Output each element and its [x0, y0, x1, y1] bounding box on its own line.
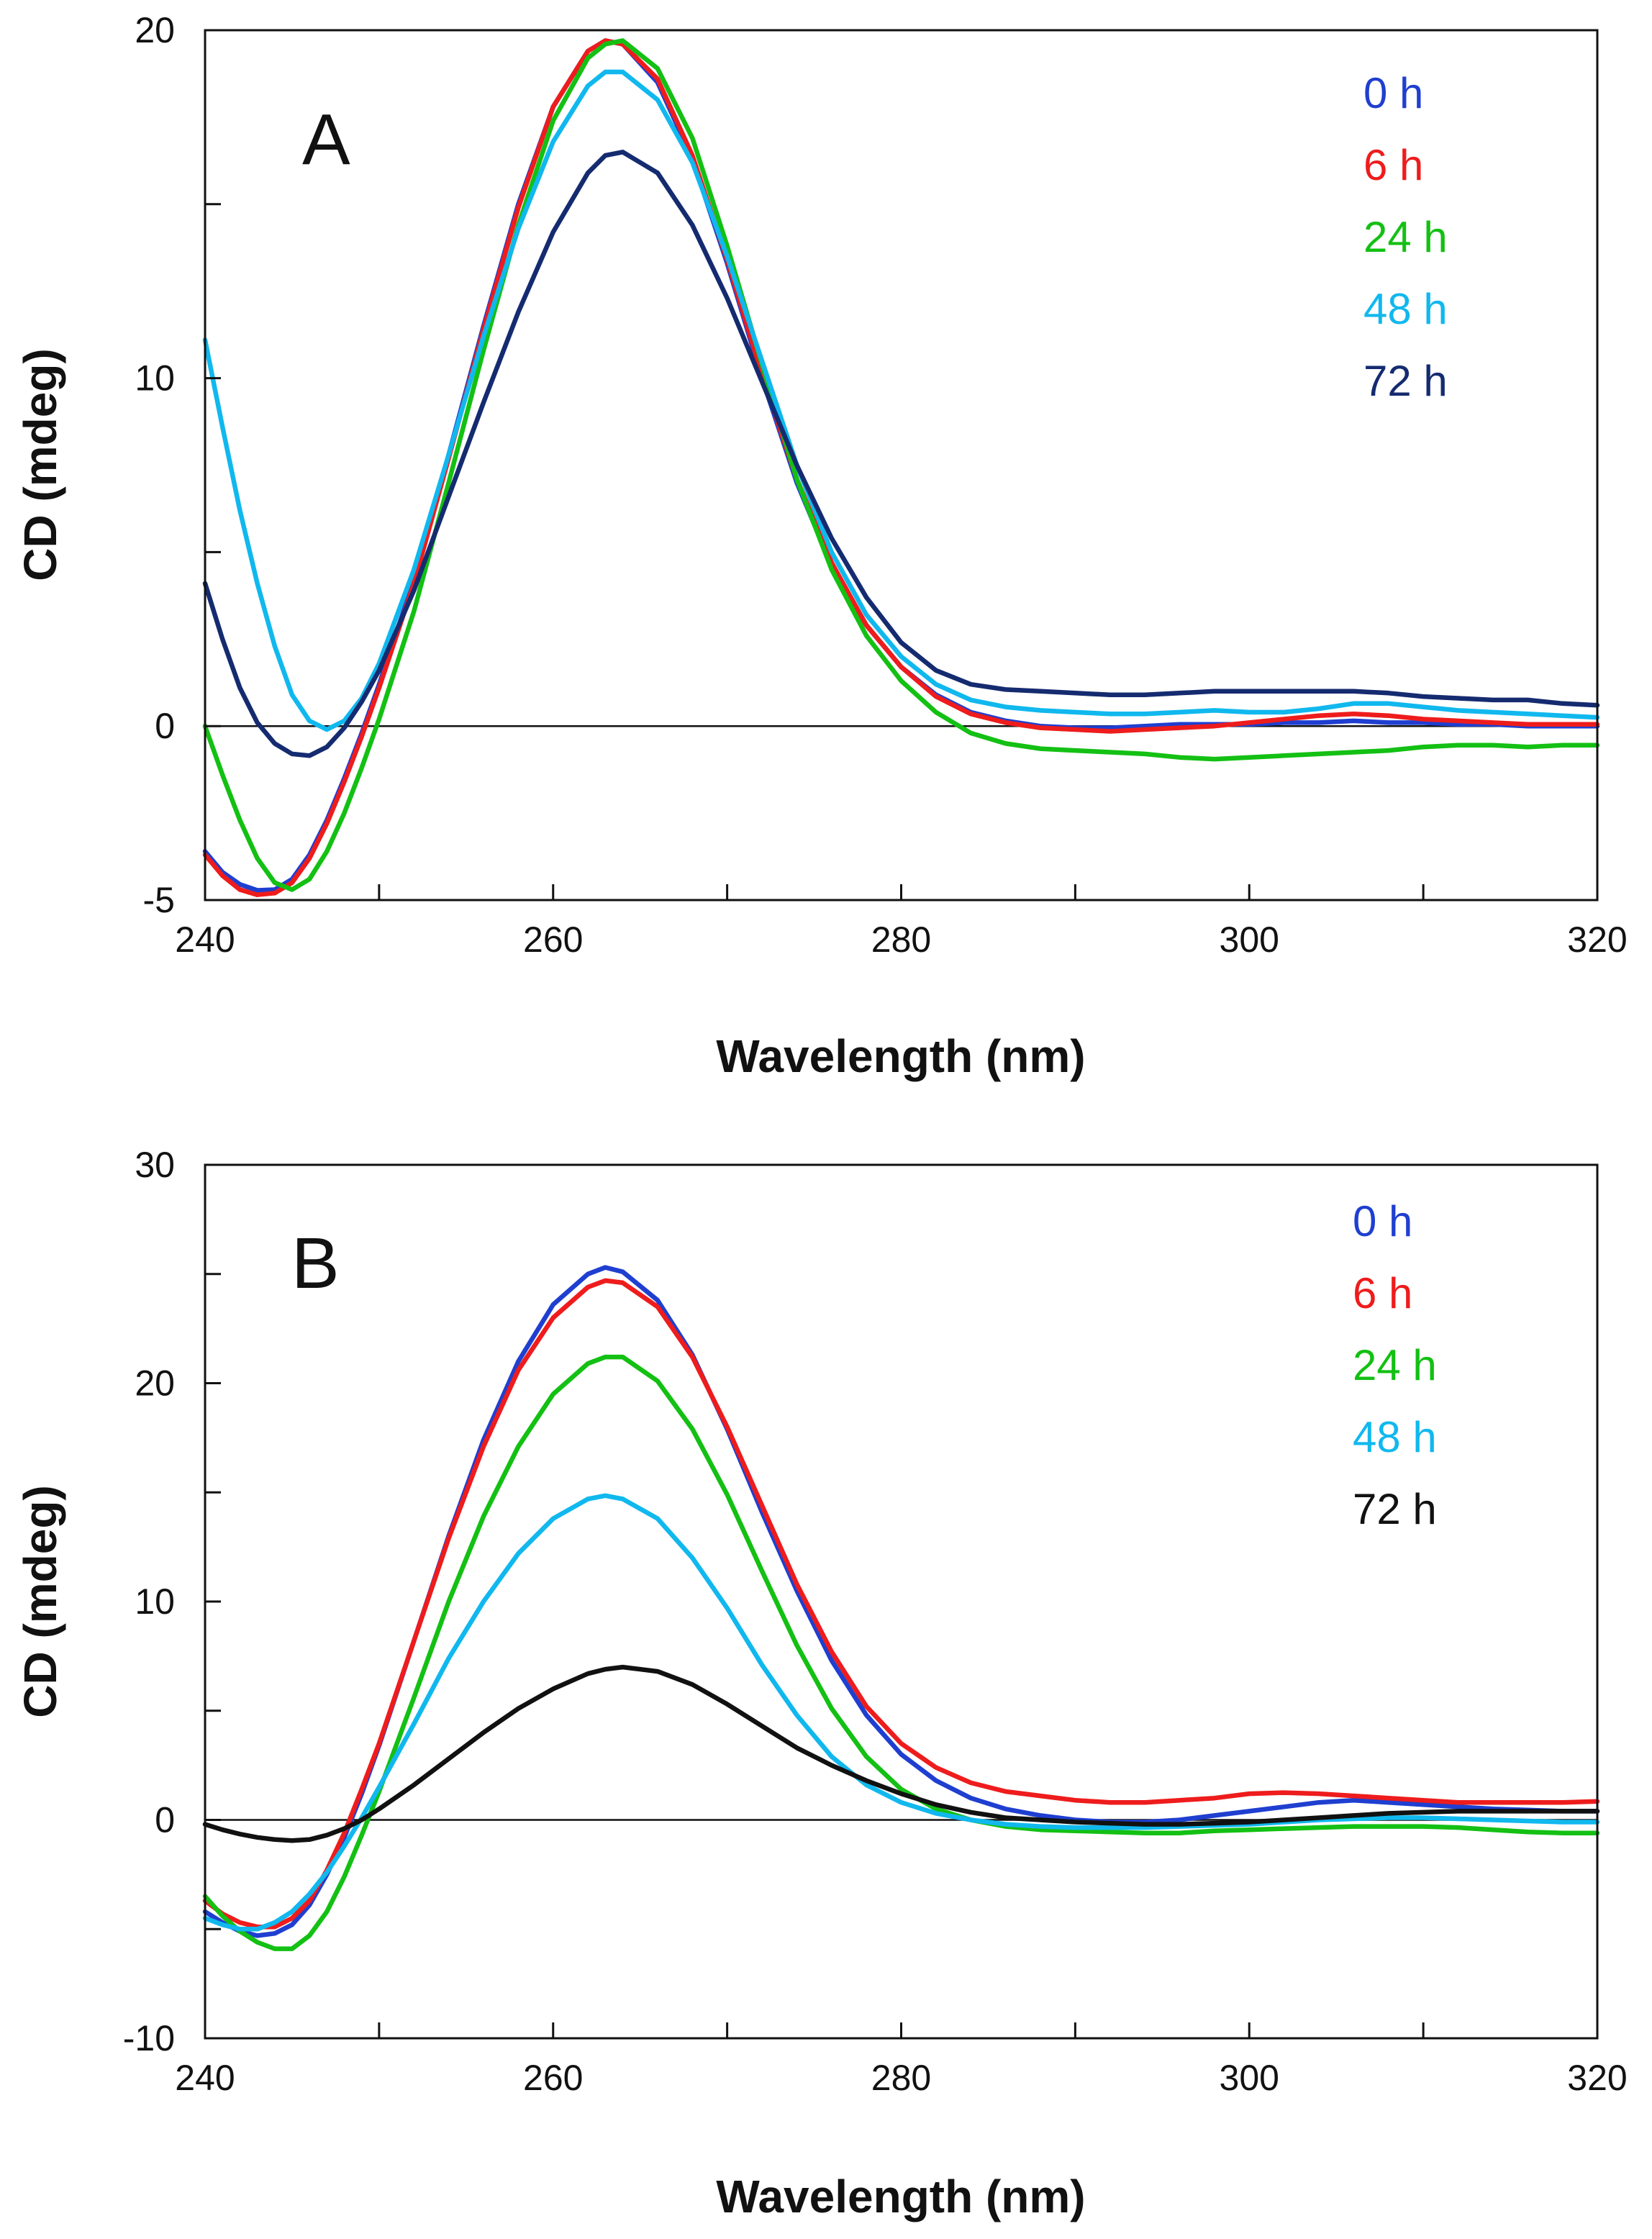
- panel-a-series-24h: [202, 38, 1600, 892]
- panel-a-y-axis-title: CD (mdeg): [14, 348, 66, 581]
- panel-a-plot-frame: [204, 29, 1599, 901]
- panel-a-x-tick-label: 300: [1220, 919, 1279, 960]
- panel-b-tick-labels: 240 260 280 300 320 -10 0 10 20 30: [123, 1145, 1628, 2098]
- panel-b-y-tick-label: -10: [123, 2018, 175, 2058]
- panel-a-legend: 0 h 6 h 24 h 48 h 72 h: [1363, 69, 1448, 405]
- panel-b-y-tick-label: 0: [155, 1800, 175, 1840]
- panel-a-label: A: [302, 99, 350, 180]
- panel-b-series-72h: [202, 1664, 1600, 1843]
- panel-a-x-tick-label: 240: [175, 919, 235, 960]
- panel-a-x-axis-title: Wavelength (nm): [716, 1030, 1085, 1082]
- panel-a-y-tick-label: 20: [135, 10, 175, 50]
- panel-a-legend-item: 6 h: [1363, 141, 1423, 189]
- panel-b-series: [202, 1265, 1600, 1951]
- panel-a-x-tick-label: 280: [871, 919, 931, 960]
- panel-b-x-tick-label: 320: [1567, 2058, 1627, 2098]
- panel-b-label: B: [291, 1223, 340, 1304]
- panel-a-x-tick-label: 320: [1567, 919, 1627, 960]
- panel-b-y-tick-label: 30: [135, 1145, 175, 1185]
- panel-a-legend-item: 0 h: [1363, 69, 1423, 117]
- panel-a-x-tick-label: 260: [523, 919, 583, 960]
- panel-b-y-tick-label: 10: [135, 1581, 175, 1622]
- panel-b-x-tick-label: 240: [175, 2058, 235, 2098]
- panel-a-y-tick-label: 10: [135, 358, 175, 399]
- panel-b-y-axis-title: CD (mdeg): [14, 1485, 66, 1718]
- panel-b-y-tick-label: 20: [135, 1363, 175, 1404]
- panel-b-plot-frame: [204, 1163, 1599, 2040]
- panel-b-legend-item: 6 h: [1353, 1269, 1412, 1317]
- panel-b-legend: 0 h 6 h 24 h 48 h 72 h: [1353, 1197, 1437, 1533]
- panel-b-x-tick-label: 280: [871, 2058, 931, 2098]
- panel-a-legend-item: 24 h: [1363, 213, 1448, 261]
- panel-b: 240 260 280 300 320 -10 0 10 20 30 B Wavelength (…: [14, 1145, 1628, 2222]
- panel-a-series: [202, 38, 1600, 897]
- panel-a-series-72h: [202, 150, 1600, 758]
- panel-b-series-24h: [202, 1354, 1600, 1951]
- panel-a-y-tick-label: 0: [155, 706, 175, 746]
- panel-a-y-tick-label: -5: [143, 880, 175, 920]
- panel-a-legend-item: 48 h: [1363, 285, 1448, 333]
- panel-b-x-tick-label: 300: [1220, 2058, 1279, 2098]
- panel-a: 240 260 280 300 320 -5 0 10 20 A Wavelength (nm)…: [14, 10, 1628, 1082]
- panel-b-legend-item: 48 h: [1353, 1413, 1437, 1461]
- panel-b-series-48h: [202, 1493, 1600, 1932]
- panel-a-tick-labels: 240 260 280 300 320 -5 0 10 20: [135, 10, 1627, 960]
- panel-b-legend-item: 0 h: [1353, 1197, 1412, 1245]
- panel-b-legend-item: 72 h: [1353, 1485, 1437, 1533]
- panel-b-legend-item: 24 h: [1353, 1341, 1437, 1389]
- panel-b-series-6h: [202, 1278, 1600, 1930]
- panel-b-x-axis-title: Wavelength (nm): [716, 2171, 1085, 2222]
- panel-b-x-tick-label: 260: [523, 2058, 583, 2098]
- panel-a-legend-item: 72 h: [1363, 357, 1448, 405]
